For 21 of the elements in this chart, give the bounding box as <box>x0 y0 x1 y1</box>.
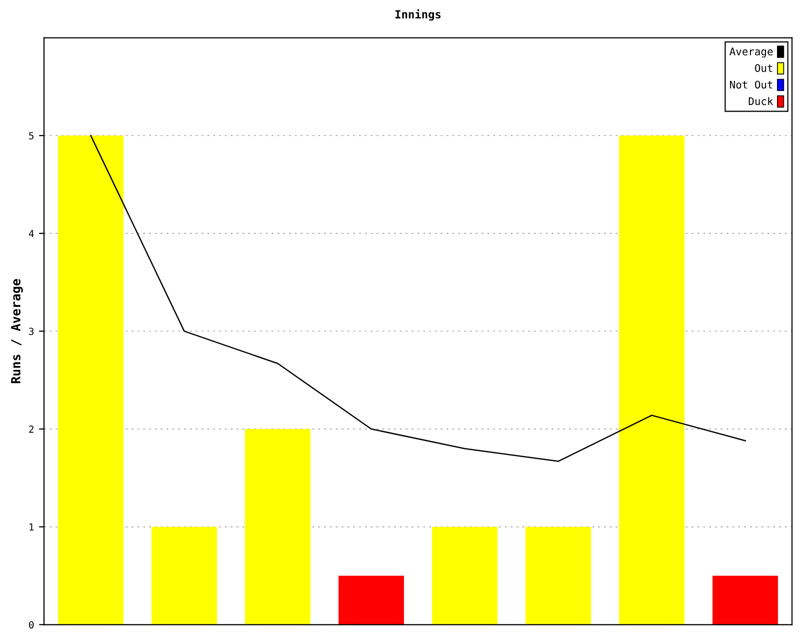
y-tick-label: 2 <box>29 426 34 433</box>
y-axis-title: Runs / Average <box>11 279 23 384</box>
y-tick-label: 5 <box>29 132 34 140</box>
bar <box>58 136 124 625</box>
chart-title: Innings <box>396 9 441 21</box>
legend-label: Duck <box>748 97 774 106</box>
bar <box>432 526 498 625</box>
bar <box>338 576 404 625</box>
bar <box>152 526 217 625</box>
bar <box>619 136 684 625</box>
y-tick-label: 4 <box>28 230 34 238</box>
y-tick-label: 0 <box>29 621 34 628</box>
bar <box>245 429 310 625</box>
line-series <box>90 134 746 462</box>
legend-label: Out <box>755 64 772 72</box>
y-tick-label: 3 <box>29 328 34 336</box>
legend-label: Not Out <box>730 80 772 89</box>
bar <box>712 576 778 625</box>
legend-label: Average <box>730 48 773 58</box>
bar <box>526 526 591 625</box>
y-tick-label: 1 <box>30 523 34 531</box>
